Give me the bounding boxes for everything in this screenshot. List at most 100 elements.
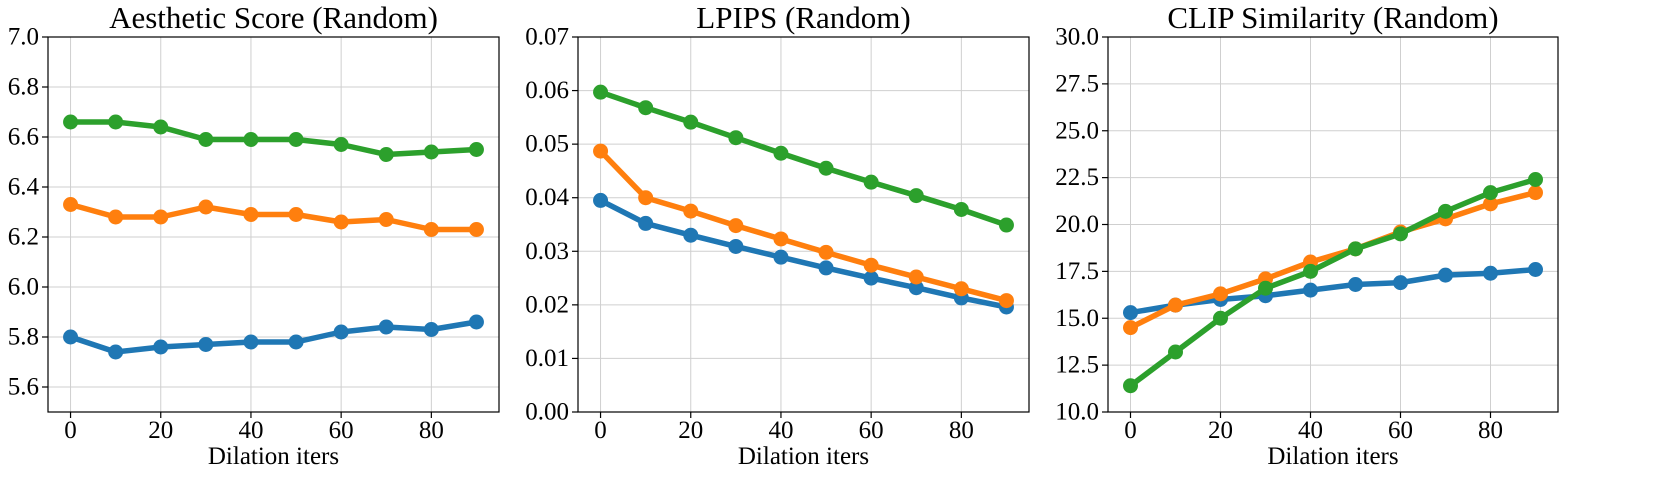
y-tick-label: 10.0 (1055, 399, 1099, 426)
series-line-orange (67, 201, 480, 233)
data-point-green (1168, 344, 1183, 360)
series-line-orange (597, 148, 1010, 304)
data-point-orange (638, 190, 654, 206)
data-point-blue (1303, 282, 1318, 298)
x-tick-label: 0 (1124, 417, 1137, 444)
data-point-blue (378, 319, 394, 335)
series-line-green (1127, 176, 1539, 389)
data-point-blue (423, 322, 439, 337)
data-point-green (1303, 263, 1318, 279)
data-point-green (1528, 172, 1543, 187)
data-point-blue (1123, 305, 1138, 321)
data-point-green (1483, 185, 1498, 201)
data-point-orange (773, 231, 789, 247)
data-point-green (1348, 241, 1363, 257)
series-blue (63, 314, 484, 360)
y-tick-label: 0.06 (525, 77, 569, 104)
data-point-blue (1393, 275, 1408, 291)
y-tick-label: 0.00 (525, 399, 569, 426)
data-point-blue (818, 260, 834, 276)
data-point-blue (153, 339, 169, 355)
data-point-blue (638, 215, 654, 231)
data-point-blue (333, 324, 349, 340)
plot-frame (577, 36, 1030, 413)
data-point-green (243, 132, 259, 147)
data-point-blue (1483, 265, 1498, 281)
series-orange (63, 197, 484, 237)
data-point-orange (333, 214, 349, 230)
series-green (593, 84, 1014, 233)
data-point-blue (728, 238, 744, 254)
y-tick-label: 12.5 (1055, 352, 1099, 379)
x-tick-label: 60 (329, 417, 354, 444)
y-tick-label: 6.8 (8, 74, 39, 101)
series-blue (1123, 262, 1543, 321)
data-point-green (198, 132, 214, 147)
y-tick-label: 0.07 (525, 24, 569, 51)
data-point-orange (683, 203, 699, 219)
x-tick-label: 40 (1298, 417, 1323, 444)
y-tick-label: 6.4 (8, 174, 40, 201)
data-point-green (108, 114, 124, 130)
data-point-green (863, 174, 879, 190)
data-point-orange (908, 269, 924, 285)
series-green (63, 114, 484, 162)
y-tick-label: 17.5 (1055, 258, 1099, 285)
data-point-orange (1528, 185, 1543, 201)
data-point-blue (1348, 277, 1363, 292)
data-point-blue (468, 314, 484, 330)
x-tick-label: 40 (238, 417, 263, 444)
series-line-orange (1127, 189, 1539, 331)
y-tick-label: 15.0 (1055, 305, 1099, 332)
x-axis-label: Dilation iters (738, 443, 869, 470)
y-tick-label: 0.03 (525, 238, 569, 265)
data-point-green (638, 100, 654, 116)
data-point-green (593, 84, 609, 100)
data-point-blue (863, 270, 879, 286)
data-point-green (423, 144, 439, 160)
x-tick-label: 40 (768, 417, 793, 444)
data-point-green (288, 132, 304, 147)
y-tick-label: 0.05 (525, 131, 569, 158)
data-point-orange (818, 244, 834, 260)
data-point-green (683, 114, 699, 130)
data-point-orange (1168, 297, 1183, 313)
data-point-green (153, 119, 169, 135)
data-point-green (1213, 310, 1228, 326)
data-point-green (1258, 280, 1273, 296)
x-tick-label: 20 (148, 417, 173, 444)
x-tick-label: 60 (1388, 417, 1413, 444)
data-point-green (908, 188, 924, 204)
series-green (1123, 172, 1543, 394)
y-tick-label: 25.0 (1055, 117, 1099, 144)
data-point-orange (1123, 320, 1138, 336)
data-point-green (468, 142, 484, 157)
data-point-orange (468, 222, 484, 237)
data-point-orange (153, 209, 169, 225)
data-point-orange (998, 293, 1014, 309)
data-point-green (998, 217, 1014, 233)
data-point-orange (863, 257, 879, 273)
series-line-green (597, 89, 1010, 228)
data-point-blue (908, 280, 924, 296)
data-point-green (378, 147, 394, 162)
series-line-blue (597, 197, 1010, 310)
data-point-blue (1438, 267, 1453, 283)
data-point-orange (378, 212, 394, 227)
data-point-green (728, 130, 744, 146)
plot-frame (47, 36, 500, 413)
y-tick-label: 30.0 (1055, 24, 1099, 51)
data-point-green (1123, 378, 1138, 394)
x-axis-label: Dilation iters (208, 443, 339, 470)
chart-panel-3: 10.0 12.5 15.0 17.5 20.0 22.5 25.0 27.5 30.0 0 20 4… (1055, 0, 1559, 470)
data-point-green (333, 137, 349, 152)
y-tick-label: 6.6 (8, 124, 39, 151)
y-tick-label: 22.5 (1055, 164, 1099, 191)
data-point-blue (593, 192, 609, 208)
y-tick-label: 0.04 (525, 184, 569, 211)
data-point-green (1393, 226, 1408, 242)
series-blue (593, 192, 1014, 315)
data-point-green (818, 160, 834, 176)
y-tick-label: 20.0 (1055, 211, 1099, 238)
data-point-green (953, 202, 969, 217)
